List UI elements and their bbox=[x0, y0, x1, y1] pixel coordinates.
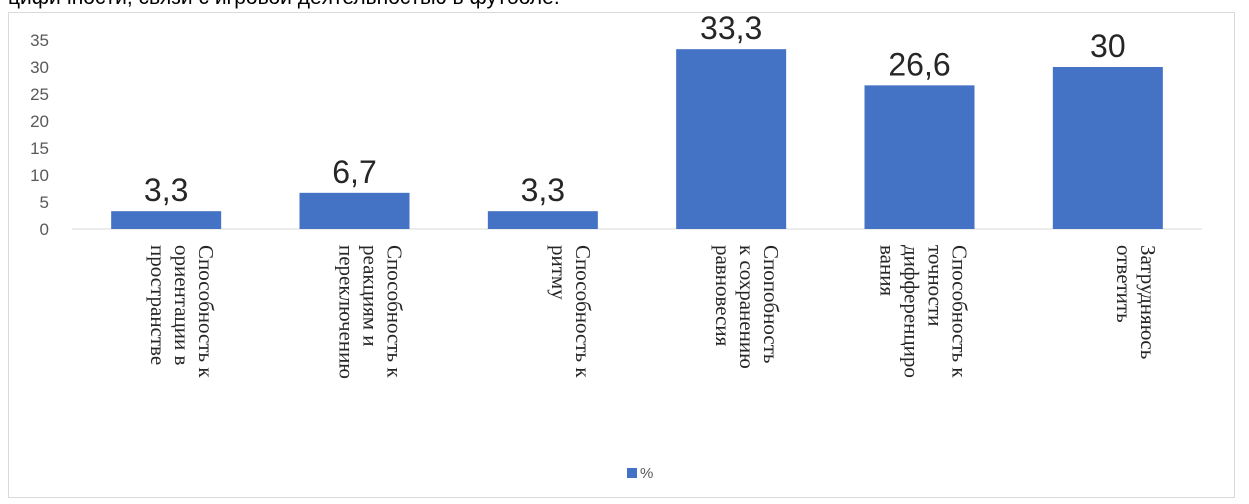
y-tick-label: 5 bbox=[40, 193, 49, 212]
category-label-line: точности bbox=[924, 245, 948, 326]
category-label-line: вания bbox=[876, 245, 900, 296]
category-label-line: Затрудняюсь bbox=[1136, 245, 1160, 359]
data-label: 3,3 bbox=[521, 172, 565, 208]
bar bbox=[111, 211, 222, 229]
category-label-line: ответить bbox=[1112, 245, 1136, 323]
category-label-line: реакциям и bbox=[359, 245, 383, 347]
data-label: 26,6 bbox=[888, 46, 950, 82]
legend-swatch bbox=[627, 468, 637, 478]
y-tick-label: 0 bbox=[40, 220, 49, 239]
bar bbox=[1052, 67, 1163, 229]
category-label-line: Спопобность bbox=[759, 245, 783, 364]
data-label: 30 bbox=[1090, 28, 1126, 64]
chart-frame bbox=[8, 12, 1235, 498]
y-tick-label: 10 bbox=[30, 166, 49, 185]
legend-label: % bbox=[640, 465, 653, 482]
category-label-line: равновесия bbox=[711, 245, 735, 347]
data-label: 6,7 bbox=[332, 154, 376, 190]
y-tick-label: 20 bbox=[30, 112, 49, 131]
category-label-line: Способность к bbox=[948, 245, 972, 378]
category-label-line: ориентации в bbox=[170, 245, 194, 366]
category-label-line: пространстве bbox=[146, 245, 170, 365]
bar bbox=[676, 49, 787, 230]
figure-caption: цифичности, связи с игровой деятельность… bbox=[8, 0, 560, 10]
category-label-line: ритму bbox=[547, 245, 571, 300]
category-label-line: переключению bbox=[335, 245, 359, 379]
category-label-line: дифференциро bbox=[900, 245, 924, 378]
data-label: 33,3 bbox=[700, 10, 762, 46]
category-label-line: Способность к bbox=[194, 245, 218, 378]
category-label-line: Способность к bbox=[571, 245, 595, 378]
category-label-line: Способность к bbox=[383, 245, 407, 378]
bar bbox=[487, 211, 598, 229]
bar bbox=[299, 192, 410, 229]
data-label: 3,3 bbox=[144, 172, 188, 208]
category-label-line: к сохранению bbox=[735, 245, 759, 369]
y-tick-label: 30 bbox=[30, 58, 49, 77]
bar bbox=[864, 85, 975, 229]
y-tick-label: 15 bbox=[30, 139, 49, 158]
y-tick-label: 25 bbox=[30, 85, 49, 104]
y-tick-label: 35 bbox=[30, 31, 49, 50]
